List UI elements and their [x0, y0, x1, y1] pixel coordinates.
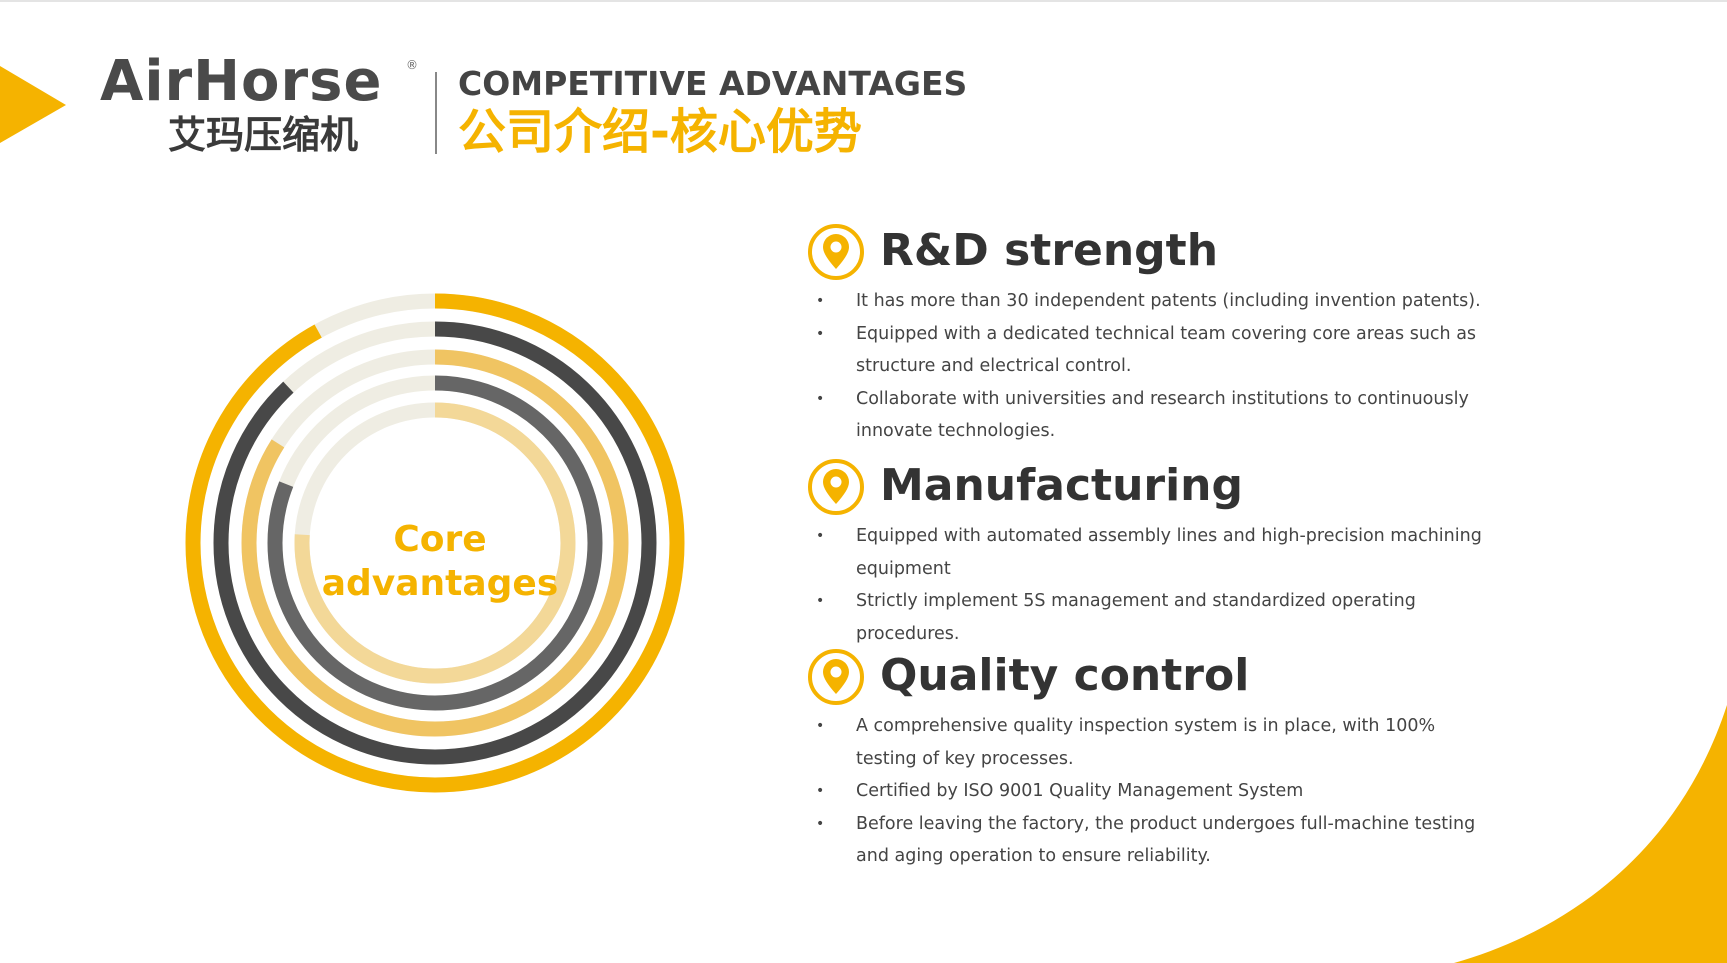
center-label-line: Core	[393, 519, 487, 560]
pin-icon	[808, 224, 864, 280]
center-label: Core advantages	[300, 518, 580, 606]
subtitle: 公司介绍-核心优势	[458, 104, 862, 160]
bullet: It has more than 30 independent patents …	[816, 285, 1486, 318]
bullet: Equipped with automated assembly lines a…	[816, 520, 1486, 585]
section-title-text: R&D strength	[880, 225, 1219, 276]
bullet: Certified by ISO 9001 Quality Management…	[816, 775, 1486, 808]
bullet: Equipped with a dedicated technical team…	[816, 318, 1486, 383]
bullet: A comprehensive quality inspection syste…	[816, 710, 1486, 775]
bullet-list: Equipped with automated assembly lines a…	[806, 520, 1486, 650]
bullet-list: A comprehensive quality inspection syste…	[806, 710, 1486, 873]
section: Quality control A comprehensive quality i…	[806, 646, 1486, 873]
section-title: Manufacturing	[806, 456, 1486, 516]
section: Manufacturing Equipped with automated ass…	[806, 456, 1486, 650]
section-title: R&D strength	[806, 221, 1486, 281]
title: COMPETITIVE ADVANTAGES	[458, 64, 968, 103]
rings	[185, 293, 685, 793]
logo-brand-cn: 艾玛压缩机	[168, 113, 359, 157]
logo-registered: ®	[406, 58, 418, 72]
section-title: Quality control	[806, 646, 1486, 706]
pin-icon	[808, 649, 864, 705]
center-label-line: advantages	[321, 563, 559, 604]
bullet: Before leaving the factory, the product …	[816, 808, 1486, 873]
pin-icon	[808, 459, 864, 515]
bullet: Collaborate with universities and resear…	[816, 383, 1486, 448]
section-title-text: Quality control	[880, 650, 1250, 701]
bullet: Strictly implement 5S management and sta…	[816, 585, 1486, 650]
section: R&D strength It has more than 30 independ…	[806, 221, 1486, 448]
section-title-text: Manufacturing	[880, 460, 1243, 511]
logo-brand: AirHorse	[100, 49, 383, 114]
bullet-list: It has more than 30 independent patents …	[806, 285, 1486, 448]
